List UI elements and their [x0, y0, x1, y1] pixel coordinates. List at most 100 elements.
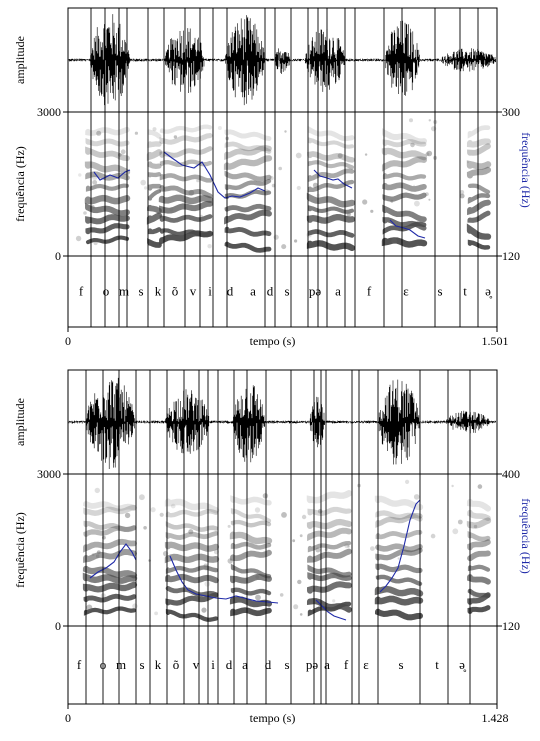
spectrogram-speckle	[473, 524, 478, 529]
formant-band	[146, 212, 163, 225]
formant-band	[467, 125, 491, 139]
spectrogram-speckle	[364, 153, 368, 156]
spectrogram-speckle	[294, 239, 298, 243]
spectrogram-speckle	[217, 126, 222, 130]
formant-band	[230, 508, 272, 523]
formant-band	[307, 205, 355, 214]
segment-label: a	[242, 657, 248, 672]
formant-band	[466, 160, 492, 170]
spectrogram-speckle	[459, 193, 465, 199]
formant-band	[159, 214, 213, 223]
spectrogram-frame	[67, 111, 498, 257]
formant-band	[224, 141, 272, 154]
formant-band	[467, 530, 491, 542]
segment-label: ɛ	[403, 284, 409, 299]
formant-band	[375, 574, 423, 587]
spectrogram	[75, 118, 492, 253]
segment-label: v	[190, 284, 197, 299]
frequency-right-axis-title: frequência (Hz)	[519, 132, 533, 208]
formant-band	[374, 495, 424, 511]
spectrogram-speckle	[312, 182, 318, 188]
spectrogram-speckle	[317, 508, 323, 514]
spectrogram-speckle	[120, 149, 126, 155]
spectrogram-speckle	[426, 150, 433, 157]
formant-band	[165, 508, 219, 518]
segment-label: õ	[172, 284, 179, 299]
formant-band	[466, 138, 492, 148]
formant-band	[375, 512, 423, 528]
formant-band	[467, 199, 491, 216]
spectrogram-speckle	[370, 209, 374, 213]
spectrogram-speckle	[143, 526, 147, 530]
formant-band	[224, 241, 272, 253]
formant-band	[230, 549, 272, 562]
waveform-trace	[68, 377, 496, 469]
pitch-contour	[163, 151, 266, 199]
spectrogram-speckle	[332, 574, 336, 578]
time-start-label: 0	[65, 334, 71, 348]
formant-band	[85, 214, 130, 225]
formant-band	[466, 166, 492, 179]
formant-band	[223, 155, 273, 170]
formant-band	[467, 143, 491, 156]
spectrogram-speckle	[346, 212, 351, 217]
formant-band	[382, 172, 427, 181]
formant-band	[147, 227, 162, 235]
spectrogram-speckle	[201, 607, 207, 613]
formant-band	[306, 214, 356, 224]
formant-band	[307, 229, 355, 238]
formant-band	[467, 564, 491, 572]
formant-band	[467, 592, 491, 605]
spectrogram-speckle	[451, 484, 454, 488]
pitch-contour	[93, 169, 131, 181]
segment-label: s	[437, 284, 442, 299]
formant-band	[382, 192, 427, 202]
formant-band	[230, 573, 272, 584]
segment-label: m	[119, 284, 129, 299]
freq-right-top-label: 400	[502, 467, 520, 481]
spectrogram-speckle	[255, 575, 260, 579]
formant-band	[229, 531, 273, 545]
spectrogram-speckle	[332, 599, 336, 603]
formant-band	[146, 149, 163, 161]
formant-band	[307, 541, 352, 553]
formant-band	[82, 565, 138, 579]
spectrogram-speckle	[188, 189, 195, 196]
time-end-label: 1.501	[482, 334, 509, 348]
spectrogram-speckle	[459, 190, 465, 195]
formant-band	[85, 235, 130, 245]
formant-band	[159, 124, 213, 134]
spectrogram-speckle	[414, 200, 420, 207]
formant-band	[224, 178, 272, 191]
segment-label: a	[250, 284, 256, 299]
formant-band	[382, 139, 427, 148]
formant-band	[467, 193, 491, 205]
formant-band	[374, 608, 424, 621]
spectrogram-speckle	[140, 179, 146, 186]
formant-band	[159, 146, 213, 158]
formant-band	[230, 563, 272, 579]
spectrogram-speckle	[284, 130, 287, 133]
formant-band	[83, 520, 137, 532]
formant-band	[467, 509, 491, 522]
segment-label: s	[139, 657, 144, 672]
formant-band	[85, 183, 130, 192]
segment-label: k	[155, 284, 162, 299]
spectrogram-speckle	[315, 547, 321, 553]
time-end-label: 1.428	[482, 711, 509, 725]
spectrogram-speckle	[96, 550, 101, 555]
formant-band	[165, 565, 219, 574]
formant-band	[83, 504, 137, 516]
formant-band	[230, 495, 272, 506]
segment-label: m	[116, 657, 126, 672]
spectrogram-speckle	[467, 161, 469, 164]
formant-band	[83, 593, 137, 603]
formant-band	[375, 547, 423, 561]
spectrogram-speckle	[281, 244, 287, 250]
formant-band	[159, 133, 213, 145]
formant-band	[159, 159, 213, 167]
formant-band	[381, 147, 428, 161]
formant-band	[83, 606, 137, 616]
spectrogram-speckle	[292, 539, 296, 543]
segment-label: i	[208, 284, 212, 299]
